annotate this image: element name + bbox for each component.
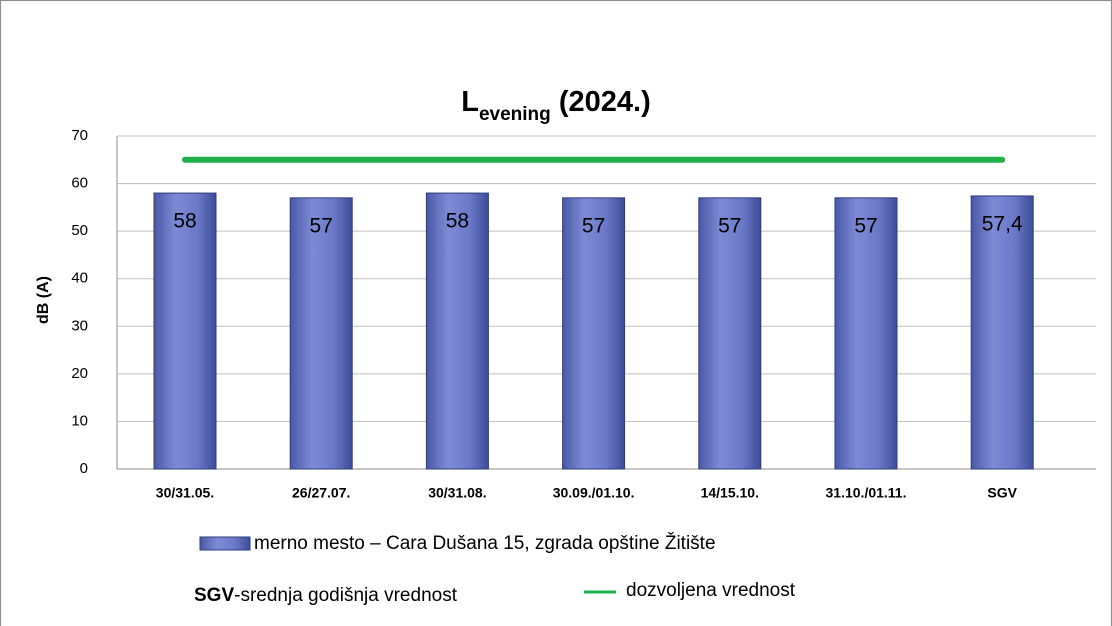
data-label: 57 xyxy=(854,214,877,237)
bar xyxy=(970,195,1034,470)
y-tick-label: 30 xyxy=(71,317,88,334)
x-tick-label: 26/27.07. xyxy=(292,485,350,501)
data-label: 57 xyxy=(310,214,333,237)
legend-label: merno mesto – Cara Dušana 15, zgrada opš… xyxy=(254,532,716,554)
y-tick-label: 70 xyxy=(71,127,88,144)
bar xyxy=(425,192,489,470)
data-label: 57 xyxy=(718,214,741,237)
x-tick-label: SGV xyxy=(987,485,1017,501)
y-tick-label: 50 xyxy=(71,222,88,239)
data-label: 58 xyxy=(446,210,469,233)
bar xyxy=(698,197,762,470)
data-label: 57 xyxy=(582,214,605,237)
x-tick-label: 30.09./01.10. xyxy=(553,485,635,501)
data-label: 57,4 xyxy=(982,212,1023,235)
x-tick-label: 30/31.05. xyxy=(156,485,214,501)
legend-swatch xyxy=(199,536,251,551)
bar xyxy=(834,197,898,470)
bar xyxy=(153,192,217,470)
note: SGV-srednja godišnja vrednost xyxy=(194,585,458,606)
y-axis-label: dB (A) xyxy=(35,276,52,324)
x-tick-label: 31.10./01.11. xyxy=(826,485,907,501)
bar xyxy=(289,197,353,470)
y-tick-label: 60 xyxy=(71,175,88,192)
y-tick-label: 40 xyxy=(71,270,88,287)
plot-area: 0 10 20 30 40 50 60 70 30/31.05. 26/27.07. 30/31.0… xyxy=(71,127,1096,501)
bar xyxy=(562,197,626,470)
y-tick-label: 20 xyxy=(71,365,88,382)
x-tick-label: 14/15.10. xyxy=(701,485,759,501)
y-tick-label: 0 xyxy=(80,460,88,477)
chart-title: Levening (2024.) xyxy=(461,86,650,125)
y-tick-label: 10 xyxy=(71,412,88,429)
legend-label: dozvoljena vrednost xyxy=(626,580,796,601)
data-label: 58 xyxy=(173,210,196,233)
x-tick-label: 30/31.08. xyxy=(428,485,486,501)
